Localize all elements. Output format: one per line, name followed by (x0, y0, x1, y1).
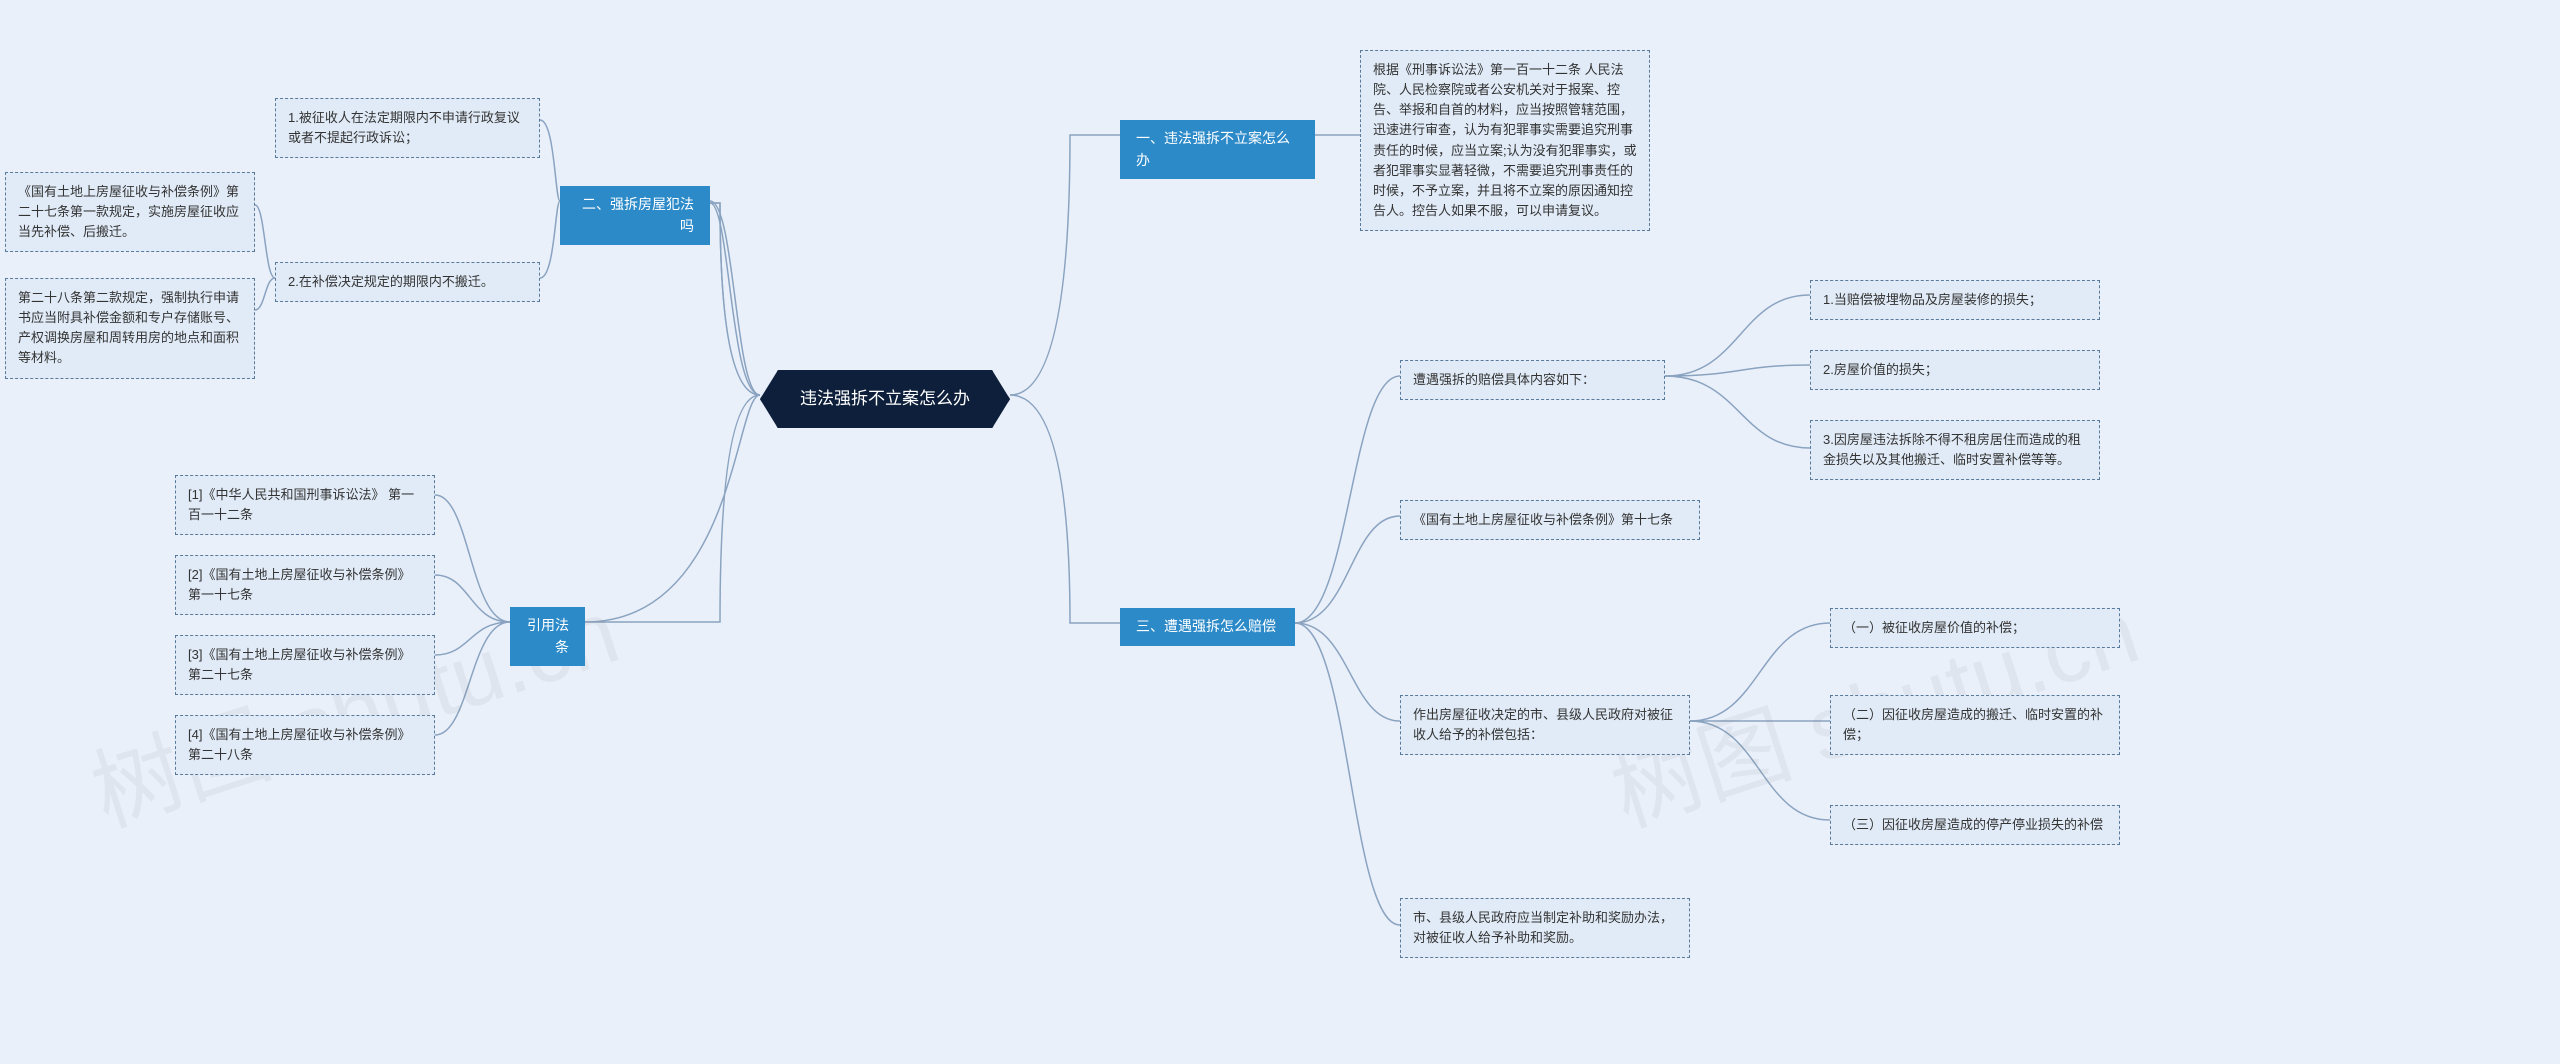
leaf-b3-3: 作出房屋征收决定的市、县级人民政府对被征收人给予的补偿包括： (1400, 695, 1690, 755)
leaf-b4-1: [1]《中华人民共和国刑事诉讼法》 第一百一十二条 (175, 475, 435, 535)
leaf-b4-2: [2]《国有土地上房屋征收与补偿条例》 第一十七条 (175, 555, 435, 615)
leaf-b3-2: 《国有土地上房屋征收与补偿条例》第十七条 (1400, 500, 1700, 540)
leaf-b3-1c: 3.因房屋违法拆除不得不租房居住而造成的租金损失以及其他搬迁、临时安置补偿等等。 (1810, 420, 2100, 480)
leaf-b2-n28: 第二十八条第二款规定，强制执行申请书应当附具补偿金额和专户存储账号、产权调换房屋… (5, 278, 255, 379)
leaf-b2-n27: 《国有土地上房屋征收与补偿条例》第二十七条第一款规定，实施房屋征收应当先补偿、后… (5, 172, 255, 252)
branch-3[interactable]: 三、遭遇强拆怎么赔偿 (1120, 608, 1295, 646)
leaf-b2-2: 2.在补偿决定规定的期限内不搬迁。 (275, 262, 540, 302)
branch-4[interactable]: 引用法条 (510, 607, 585, 666)
branch-2[interactable]: 二、强拆房屋犯法吗 (560, 186, 710, 245)
leaf-b4-4: [4]《国有土地上房屋征收与补偿条例》 第二十八条 (175, 715, 435, 775)
root-node: 违法强拆不立案怎么办 (760, 370, 1010, 428)
leaf-b3-1a: 1.当赔偿被埋物品及房屋装修的损失； (1810, 280, 2100, 320)
branch-1[interactable]: 一、违法强拆不立案怎么办 (1120, 120, 1315, 179)
leaf-b3-1: 遭遇强拆的赔偿具体内容如下： (1400, 360, 1665, 400)
leaf-b2-1: 1.被征收人在法定期限内不申请行政复议或者不提起行政诉讼； (275, 98, 540, 158)
leaf-b3-1b: 2.房屋价值的损失； (1810, 350, 2100, 390)
leaf-b3-3a: （一）被征收房屋价值的补偿； (1830, 608, 2120, 648)
leaf-b3-4: 市、县级人民政府应当制定补助和奖励办法，对被征收人给予补助和奖励。 (1400, 898, 1690, 958)
leaf-b4-3: [3]《国有土地上房屋征收与补偿条例》 第二十七条 (175, 635, 435, 695)
leaf-b1-1: 根据《刑事诉讼法》第一百一十二条 人民法院、人民检察院或者公安机关对于报案、控告… (1360, 50, 1650, 231)
leaf-b3-3b: （二）因征收房屋造成的搬迁、临时安置的补偿； (1830, 695, 2120, 755)
leaf-b3-3c: （三）因征收房屋造成的停产停业损失的补偿 (1830, 805, 2120, 845)
